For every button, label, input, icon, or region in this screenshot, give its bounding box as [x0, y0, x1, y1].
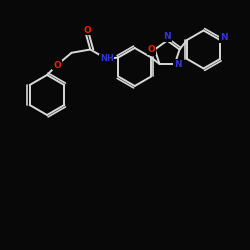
Text: N: N [220, 34, 228, 42]
Text: O: O [148, 45, 156, 54]
Text: N: N [163, 32, 171, 41]
Text: N: N [174, 60, 182, 68]
Text: O: O [53, 60, 61, 70]
Text: O: O [84, 26, 91, 35]
Text: NH: NH [100, 54, 114, 64]
